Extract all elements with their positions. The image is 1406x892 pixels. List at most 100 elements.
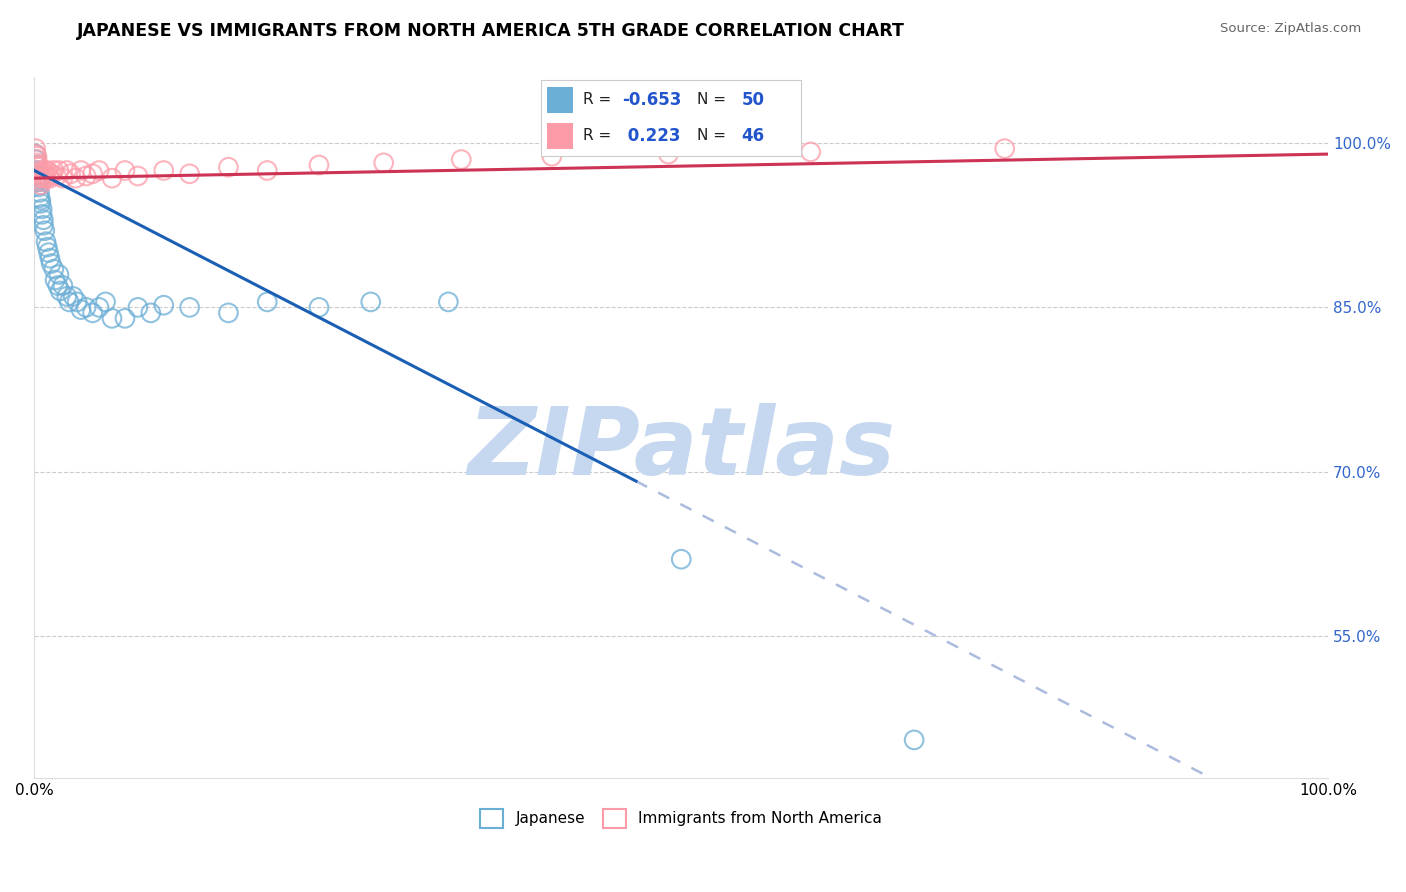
Text: ZIPatlas: ZIPatlas <box>467 403 896 495</box>
Point <box>308 301 330 315</box>
Point <box>27 174 49 188</box>
Point <box>24 147 46 161</box>
Point <box>28 171 51 186</box>
Point <box>34 224 56 238</box>
Point <box>35 171 58 186</box>
Point <box>49 284 72 298</box>
Point <box>994 142 1017 156</box>
Point <box>58 294 80 309</box>
Text: R =: R = <box>583 93 616 108</box>
Point <box>101 311 124 326</box>
Bar <box>547 87 572 113</box>
Point <box>127 169 149 183</box>
Point <box>25 156 48 170</box>
Point <box>30 174 52 188</box>
Point <box>35 235 58 249</box>
Point <box>256 294 278 309</box>
Point <box>39 256 62 270</box>
Point <box>32 219 55 233</box>
Point <box>437 294 460 309</box>
Point <box>75 169 97 183</box>
Text: 0.223: 0.223 <box>621 127 681 145</box>
Point <box>37 240 59 254</box>
Point <box>25 153 48 167</box>
Point <box>38 171 60 186</box>
Point <box>75 301 97 315</box>
Point <box>179 301 201 315</box>
Point <box>46 278 69 293</box>
Text: N =: N = <box>697 93 731 108</box>
Point <box>28 186 51 200</box>
Legend: Japanese, Immigrants from North America: Japanese, Immigrants from North America <box>474 803 889 834</box>
Point <box>24 153 46 167</box>
Point <box>671 552 693 566</box>
Point <box>450 153 472 167</box>
Point <box>28 167 51 181</box>
Point <box>32 167 55 181</box>
Point <box>541 149 564 163</box>
Point <box>139 306 162 320</box>
Point <box>27 180 49 194</box>
Point <box>24 147 46 161</box>
Point <box>45 169 67 183</box>
Point <box>30 193 52 207</box>
Point <box>39 167 62 181</box>
Point <box>27 158 49 172</box>
Point <box>373 156 395 170</box>
Point <box>308 158 330 172</box>
Point <box>82 167 104 181</box>
Text: Source: ZipAtlas.com: Source: ZipAtlas.com <box>1220 22 1361 36</box>
Point <box>55 289 77 303</box>
Point <box>127 301 149 315</box>
Point <box>52 278 75 293</box>
Point <box>31 202 53 216</box>
Point <box>42 262 65 277</box>
Point <box>27 171 49 186</box>
Point <box>903 732 925 747</box>
Point <box>25 163 48 178</box>
Point <box>800 145 823 159</box>
Point <box>25 169 48 183</box>
Point <box>66 294 89 309</box>
Point <box>70 163 93 178</box>
Point <box>44 273 66 287</box>
Point <box>31 169 53 183</box>
Point <box>217 160 239 174</box>
Point <box>59 167 82 181</box>
Point <box>28 191 51 205</box>
Point <box>42 163 65 178</box>
Point <box>38 245 60 260</box>
Text: R =: R = <box>583 128 616 143</box>
Point <box>25 158 48 172</box>
Point <box>256 163 278 178</box>
Point <box>38 169 60 183</box>
Point <box>30 196 52 211</box>
Point <box>65 171 87 186</box>
Point <box>24 142 46 156</box>
Text: -0.653: -0.653 <box>621 91 682 109</box>
Point <box>70 302 93 317</box>
Point <box>32 212 55 227</box>
Point <box>152 298 174 312</box>
Point <box>48 268 70 282</box>
Point <box>34 163 56 178</box>
Point <box>30 178 52 192</box>
Point <box>217 306 239 320</box>
Text: JAPANESE VS IMMIGRANTS FROM NORTH AMERICA 5TH GRADE CORRELATION CHART: JAPANESE VS IMMIGRANTS FROM NORTH AMERIC… <box>77 22 905 40</box>
Point <box>114 311 136 326</box>
Point <box>25 149 48 163</box>
Point <box>360 294 382 309</box>
Point <box>87 163 110 178</box>
Point <box>48 163 70 178</box>
Point <box>82 306 104 320</box>
Point <box>38 251 60 265</box>
Point <box>55 163 77 178</box>
Point <box>37 163 59 178</box>
Point <box>87 301 110 315</box>
Text: 46: 46 <box>741 127 765 145</box>
Point <box>101 171 124 186</box>
Point <box>31 207 53 221</box>
Bar <box>547 123 572 149</box>
Point <box>62 289 84 303</box>
Text: 50: 50 <box>741 91 765 109</box>
